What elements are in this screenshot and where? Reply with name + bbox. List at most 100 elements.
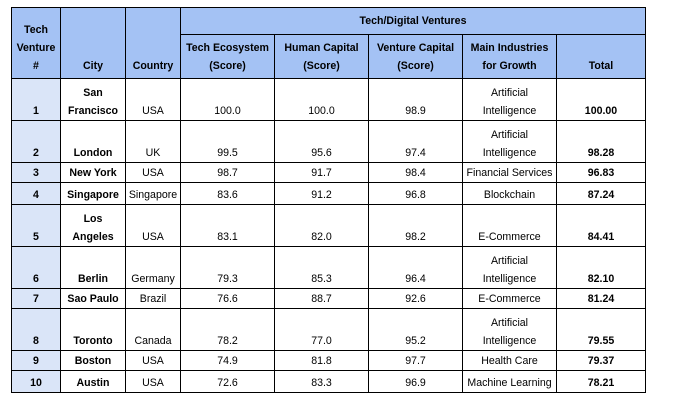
city-cell: Boston — [60, 350, 126, 371]
total-cell: 100.00 — [556, 78, 646, 121]
industry-cell: E-Commerce — [462, 288, 557, 309]
total-cell: 81.24 — [556, 288, 646, 309]
country-cell: Singapore — [125, 182, 181, 205]
header-country: Country — [125, 7, 181, 79]
tech-ecosystem-cell: 100.0 — [180, 78, 275, 121]
rank-cell: 1 — [11, 78, 61, 121]
venture-capital-cell: 95.2 — [368, 308, 463, 351]
rank-cell: 2 — [11, 120, 61, 163]
venture-capital-cell: 97.4 — [368, 120, 463, 163]
city-cell: Berlin — [60, 246, 126, 289]
total-cell: 84.41 — [556, 204, 646, 247]
rank-cell: 3 — [11, 162, 61, 183]
city-cell: London — [60, 120, 126, 163]
country-cell: Canada — [125, 308, 181, 351]
tech-ecosystem-cell: 78.2 — [180, 308, 275, 351]
venture-capital-cell: 98.4 — [368, 162, 463, 183]
human-capital-cell: 81.8 — [274, 350, 369, 371]
industry-cell: Health Care — [462, 350, 557, 371]
tech-ecosystem-cell: 83.6 — [180, 182, 275, 205]
city-cell: Austin — [60, 370, 126, 393]
city-cell: San Francisco — [60, 78, 126, 121]
human-capital-cell: 100.0 — [274, 78, 369, 121]
tech-ecosystem-cell: 74.9 — [180, 350, 275, 371]
human-capital-cell: 91.7 — [274, 162, 369, 183]
rank-cell: 10 — [11, 370, 61, 393]
tech-ecosystem-cell: 79.3 — [180, 246, 275, 289]
header-city: City — [60, 7, 126, 79]
table-row: 7 Sao Paulo Brazil 76.6 88.7 92.6 E-Commerce 81… — [11, 288, 646, 309]
country-cell: Germany — [125, 246, 181, 289]
human-capital-cell: 83.3 — [274, 370, 369, 393]
venture-capital-cell: 98.9 — [368, 78, 463, 121]
industry-cell: Financial Services — [462, 162, 557, 183]
industry-cell: Artificial Intelligence — [462, 120, 557, 163]
table-row: 9 Boston USA 74.9 81.8 97.7 Health Care 79.37 — [11, 350, 646, 371]
country-cell: Brazil — [125, 288, 181, 309]
city-cell: Toronto — [60, 308, 126, 351]
country-cell: USA — [125, 162, 181, 183]
header-rank: Tech Venture # — [11, 7, 61, 79]
table-row: 6 Berlin Germany 79.3 85.3 96.4 Artificial Inte… — [11, 246, 646, 289]
industry-cell: Artificial Intelligence — [462, 246, 557, 289]
venture-capital-cell: 96.8 — [368, 182, 463, 205]
industry-cell: Artificial Intelligence — [462, 308, 557, 351]
table-row: 4 Singapore Singapore 83.6 91.2 96.8 Blockchai… — [11, 182, 646, 205]
rank-cell: 4 — [11, 182, 61, 205]
tech-ecosystem-cell: 98.7 — [180, 162, 275, 183]
ventures-table: Tech Venture # City Country Tech/Digital… — [11, 7, 646, 393]
total-cell: 82.10 — [556, 246, 646, 289]
rank-cell: 5 — [11, 204, 61, 247]
industry-cell: Blockchain — [462, 182, 557, 205]
total-cell: 79.55 — [556, 308, 646, 351]
country-cell: USA — [125, 78, 181, 121]
group-header: Tech/Digital Ventures — [180, 7, 646, 35]
industry-cell: E-Commerce — [462, 204, 557, 247]
human-capital-cell: 82.0 — [274, 204, 369, 247]
table-row: 10 Austin USA 72.6 83.3 96.9 Machine Learning 7… — [11, 370, 646, 393]
city-cell: Los Angeles — [60, 204, 126, 247]
total-cell: 87.24 — [556, 182, 646, 205]
country-cell: USA — [125, 350, 181, 371]
human-capital-cell: 85.3 — [274, 246, 369, 289]
venture-capital-cell: 98.2 — [368, 204, 463, 247]
venture-capital-cell: 97.7 — [368, 350, 463, 371]
country-cell: USA — [125, 370, 181, 393]
header-human-capital: Human Capital (Score) — [274, 34, 369, 79]
rank-cell: 6 — [11, 246, 61, 289]
industry-cell: Artificial Intelligence — [462, 78, 557, 121]
total-cell: 98.28 — [556, 120, 646, 163]
rank-cell: 8 — [11, 308, 61, 351]
table-row: 5 Los Angeles USA 83.1 82.0 98.2 E-Commerce 84.4… — [11, 204, 646, 247]
header-tech-ecosystem: Tech Ecosystem (Score) — [180, 34, 275, 79]
venture-capital-cell: 96.9 — [368, 370, 463, 393]
table-row: 1 San Francisco USA 100.0 100.0 98.9 Artificial… — [11, 78, 646, 121]
header-total: Total — [556, 34, 646, 79]
total-cell: 78.21 — [556, 370, 646, 393]
tech-ecosystem-cell: 99.5 — [180, 120, 275, 163]
human-capital-cell: 88.7 — [274, 288, 369, 309]
venture-capital-cell: 92.6 — [368, 288, 463, 309]
tech-ecosystem-cell: 76.6 — [180, 288, 275, 309]
country-cell: USA — [125, 204, 181, 247]
total-cell: 96.83 — [556, 162, 646, 183]
city-cell: New York — [60, 162, 126, 183]
table-row: 8 Toronto Canada 78.2 77.0 95.2 Artificial Inte… — [11, 308, 646, 351]
header-industries: Main Industries for Growth — [462, 34, 557, 79]
city-cell: Sao Paulo — [60, 288, 126, 309]
city-cell: Singapore — [60, 182, 126, 205]
country-cell: UK — [125, 120, 181, 163]
tech-ecosystem-cell: 72.6 — [180, 370, 275, 393]
total-cell: 79.37 — [556, 350, 646, 371]
rank-cell: 9 — [11, 350, 61, 371]
human-capital-cell: 77.0 — [274, 308, 369, 351]
human-capital-cell: 95.6 — [274, 120, 369, 163]
tech-ecosystem-cell: 83.1 — [180, 204, 275, 247]
header-venture-capital: Venture Capital (Score) — [368, 34, 463, 79]
industry-cell: Machine Learning — [462, 370, 557, 393]
rank-cell: 7 — [11, 288, 61, 309]
human-capital-cell: 91.2 — [274, 182, 369, 205]
venture-capital-cell: 96.4 — [368, 246, 463, 289]
table-row: 3 New York USA 98.7 91.7 98.4 Financial Servic… — [11, 162, 646, 183]
table-row: 2 London UK 99.5 95.6 97.4 Artificial Intellige… — [11, 120, 646, 163]
